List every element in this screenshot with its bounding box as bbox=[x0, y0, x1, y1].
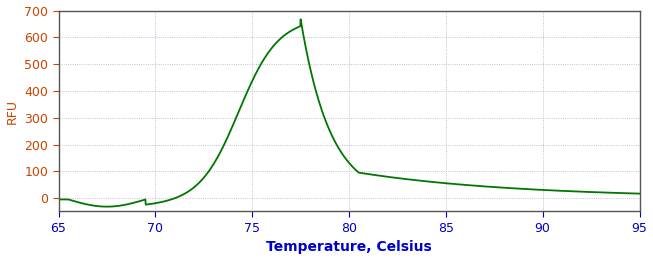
X-axis label: Temperature, Celsius: Temperature, Celsius bbox=[266, 240, 432, 255]
Y-axis label: RFU: RFU bbox=[6, 99, 18, 124]
